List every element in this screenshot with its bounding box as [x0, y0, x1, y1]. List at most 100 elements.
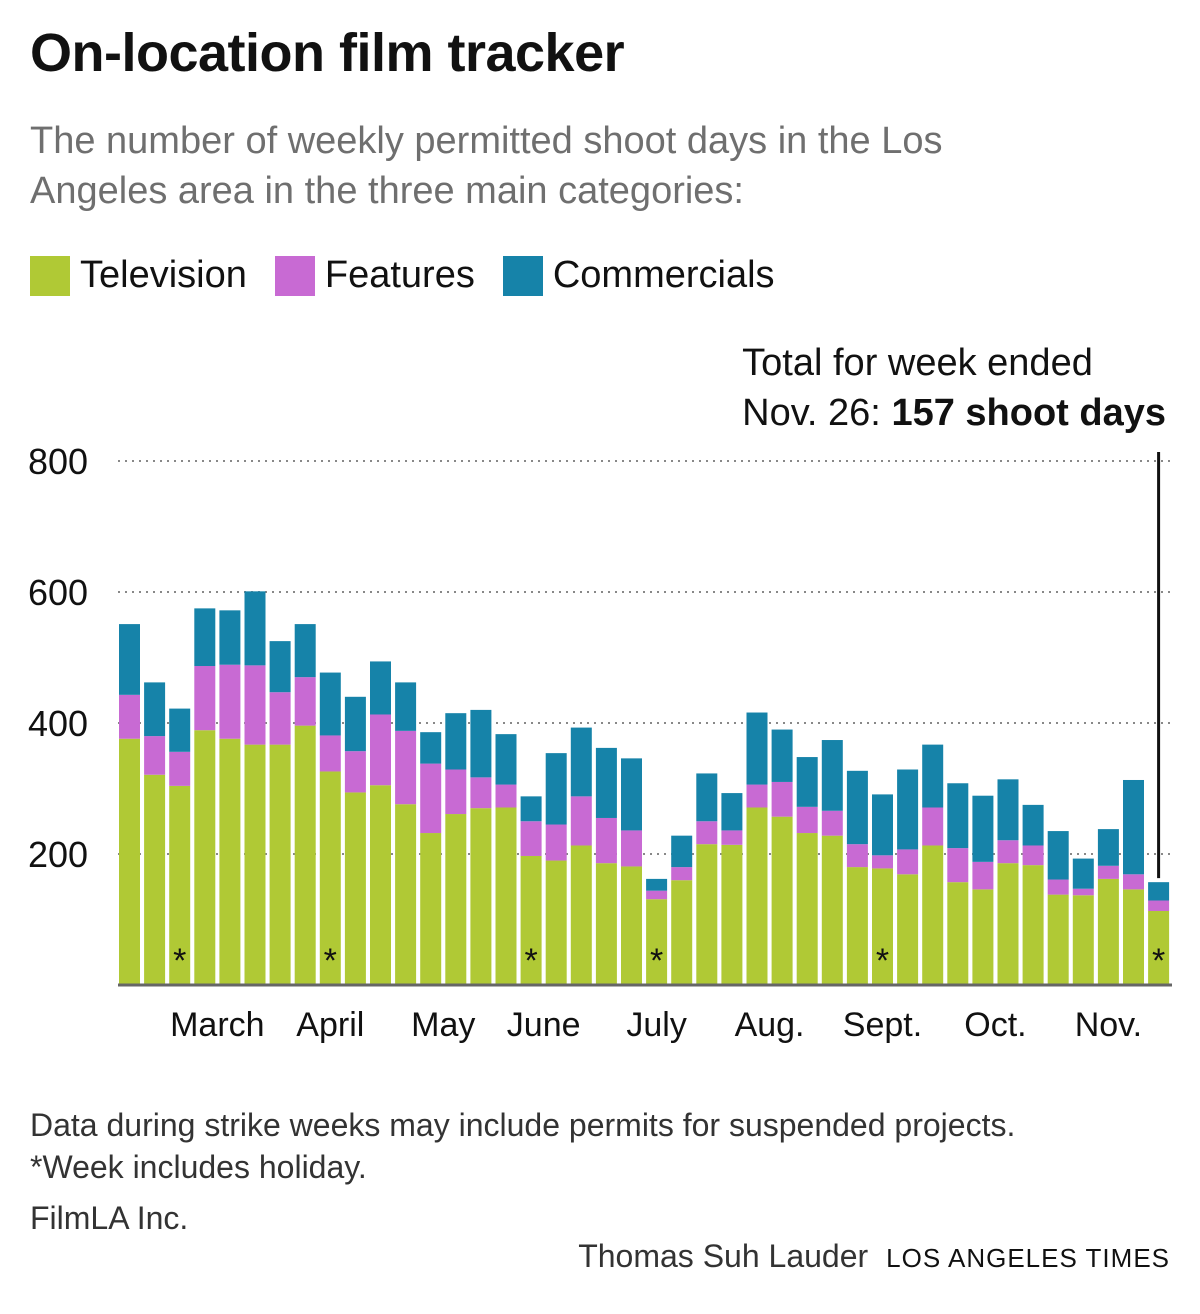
bar-features	[872, 855, 893, 869]
bar-commercials	[897, 769, 919, 850]
bar-television	[445, 814, 467, 985]
holiday-marker: *	[1152, 942, 1165, 980]
bar-commercials	[194, 608, 216, 667]
bar-commercials	[445, 713, 467, 770]
x-tick-label: Aug.	[735, 1006, 805, 1044]
credit: Thomas Suh Lauder LOS ANGELES TIMES	[578, 1238, 1170, 1275]
bar-commercials	[570, 727, 592, 797]
bar-features	[545, 824, 567, 861]
bar-features	[997, 840, 1019, 864]
holiday-marker: *	[173, 942, 186, 980]
bar-commercials	[244, 591, 266, 666]
legend-item-commercials: Commercials	[502, 254, 775, 297]
chart-title: On-location film tracker	[30, 23, 625, 83]
bar-commercials	[671, 835, 693, 868]
holiday-marker: *	[324, 942, 337, 980]
bar-features	[244, 665, 266, 745]
legend-label-television: Television	[80, 254, 247, 296]
bar-commercials	[646, 878, 668, 891]
bar-commercials	[796, 757, 818, 807]
x-tick-label: Sept.	[843, 1006, 922, 1044]
bar-features	[470, 777, 492, 809]
publication-logo: LOS ANGELES TIMES	[886, 1243, 1170, 1273]
x-tick-label: July	[626, 1006, 686, 1044]
bar-features	[646, 890, 668, 900]
bar-commercials	[872, 794, 893, 856]
bar-features	[1097, 865, 1119, 879]
bar-features	[796, 806, 818, 834]
legend-swatch-television	[30, 255, 70, 296]
bar-features	[1022, 845, 1044, 866]
bar-features	[746, 784, 768, 808]
bar-commercials	[595, 747, 617, 818]
bar-commercials	[144, 682, 166, 737]
bar-television	[395, 804, 417, 985]
bar-features	[194, 666, 216, 731]
bar-television	[972, 889, 994, 985]
bar-features	[169, 751, 191, 786]
bar-commercials	[294, 624, 316, 678]
bar-television	[219, 738, 241, 985]
legend-label-features: Features	[324, 254, 475, 296]
bar-features	[219, 664, 241, 739]
bar-features	[821, 810, 843, 836]
bar-features	[495, 784, 517, 808]
annotation-line-2: Nov. 26: 157 shoot days	[742, 388, 1166, 438]
bar-television	[119, 738, 140, 985]
bar-commercials	[1148, 882, 1170, 901]
bar-features	[144, 736, 166, 775]
bar-television	[997, 863, 1019, 985]
bar-television	[1047, 894, 1069, 985]
bar-commercials	[1072, 858, 1094, 889]
bar-features	[922, 807, 944, 846]
bar-commercials	[621, 758, 642, 831]
bar-television	[319, 771, 341, 985]
legend-item-television: Television	[30, 254, 247, 297]
bar-features	[621, 830, 642, 867]
bar-television	[269, 744, 291, 985]
bar-features	[445, 769, 467, 815]
bar-features	[395, 730, 417, 805]
bar-commercials	[495, 734, 517, 785]
holiday-marker: *	[650, 942, 663, 980]
bar-television	[1148, 910, 1170, 985]
bar-features	[846, 844, 868, 868]
bar-features	[671, 867, 693, 881]
bar-television	[796, 833, 818, 985]
bar-television	[621, 866, 642, 985]
bar-commercials	[545, 753, 567, 825]
bar-commercials	[696, 773, 718, 822]
bar-television	[194, 730, 216, 985]
bar-features	[294, 677, 316, 726]
legend-item-features: Features	[274, 254, 475, 297]
bar-commercials	[470, 709, 492, 778]
footnote-strike: Data during strike weeks may include per…	[30, 1107, 1016, 1143]
y-tick-label: 400	[28, 703, 88, 744]
bar-features	[947, 848, 969, 883]
bar-television	[1123, 889, 1144, 985]
bar-television	[646, 899, 668, 985]
bar-commercials	[344, 696, 366, 752]
y-tick-label: 600	[28, 572, 88, 613]
bar-television	[872, 868, 893, 985]
x-tick-label: April	[296, 1006, 364, 1044]
bar-features	[1148, 900, 1170, 911]
bar-television	[947, 882, 969, 985]
bar-features	[1047, 879, 1069, 895]
x-tick-label: Nov.	[1075, 1006, 1142, 1044]
bar-television	[897, 874, 919, 985]
annotation-date: Nov. 26:	[742, 392, 892, 434]
bar-commercials	[370, 661, 391, 715]
bar-commercials	[269, 641, 291, 693]
bar-commercials	[1097, 829, 1119, 866]
bar-television	[169, 785, 191, 985]
bar-features	[972, 861, 994, 890]
bar-television	[771, 816, 793, 985]
chart-subtitle: The number of weekly permitted shoot day…	[30, 120, 943, 212]
bar-commercials	[395, 682, 417, 731]
bar-features	[1072, 888, 1094, 896]
legend: Television Features Commercials	[30, 254, 803, 297]
bar-television	[545, 860, 567, 985]
bar-commercials	[972, 795, 994, 862]
